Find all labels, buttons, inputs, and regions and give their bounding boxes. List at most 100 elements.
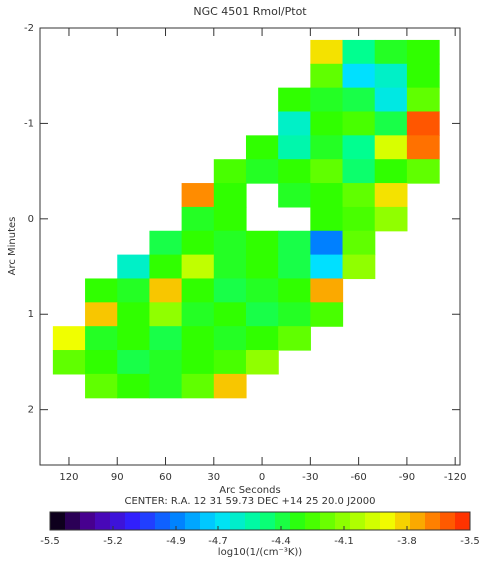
x-tick-label: 90 [111, 472, 124, 483]
heat-cell [181, 206, 215, 232]
heat-cell [310, 135, 344, 160]
colorbar-swatch [95, 512, 111, 530]
heat-cell [181, 373, 215, 399]
colorbar-swatch [395, 512, 411, 530]
heat-cell [342, 63, 376, 89]
heat-cell [85, 302, 118, 327]
heat-cell [406, 111, 440, 136]
x-tick-label: -30 [302, 472, 318, 483]
heat-cell [374, 111, 408, 136]
heat-cell [245, 350, 279, 375]
heat-cell [406, 87, 440, 113]
colorbar-swatch [410, 512, 426, 530]
x-axis-label: Arc Seconds [219, 485, 280, 496]
heat-cell [181, 278, 215, 303]
heat-cell [342, 87, 376, 113]
heat-cell [310, 63, 344, 89]
colorbar-swatch [140, 512, 156, 530]
heat-cell [213, 183, 247, 208]
heat-cell [213, 230, 247, 256]
colorbar-swatch [350, 512, 366, 530]
heat-cell [149, 350, 183, 375]
heat-cell [245, 302, 279, 327]
colorbar-swatch [365, 512, 381, 530]
heat-cell [406, 39, 440, 65]
colorbar-swatch [110, 512, 126, 530]
heat-cell [181, 230, 215, 256]
colorbar-swatch [260, 512, 276, 530]
colorbar-tick-label: -4.4 [271, 536, 291, 547]
heat-cell [245, 159, 279, 184]
heat-cell [181, 183, 215, 208]
colorbar-tick-label: -5.2 [103, 536, 123, 547]
heat-cell [406, 159, 440, 184]
heat-cell [149, 373, 183, 399]
colorbar-swatch [200, 512, 216, 530]
heat-cell [278, 254, 311, 280]
heat-cell [117, 350, 151, 375]
heat-cell [213, 350, 247, 375]
heat-cell [374, 135, 408, 160]
heat-cell [310, 254, 344, 280]
heat-cell [342, 230, 376, 256]
colorbar-swatch [245, 512, 261, 530]
colorbar-swatch [455, 512, 471, 530]
heat-cell [374, 159, 408, 184]
colorbar-swatch [185, 512, 201, 530]
heat-cell [213, 326, 247, 351]
heat-cell [149, 326, 183, 351]
heat-cell [278, 326, 311, 351]
heat-cell [310, 183, 344, 208]
y-axis-label: Arc Minutes [7, 217, 18, 276]
x-tick-label: 60 [159, 472, 172, 483]
heat-cell [52, 350, 86, 375]
heat-cell [245, 254, 279, 280]
heat-cell [342, 39, 376, 65]
chart-title: NGC 4501 Rmol/Ptot [193, 5, 307, 18]
heat-cell [374, 87, 408, 113]
heat-cell [406, 135, 440, 160]
colorbar-swatch [290, 512, 306, 530]
heat-cell [213, 278, 247, 303]
heat-cell [213, 302, 247, 327]
colorbar-tick-label: -4.7 [208, 536, 228, 547]
heat-cell [213, 254, 247, 280]
colorbar-tick-label: -3.5 [460, 536, 480, 547]
heat-cell [245, 326, 279, 351]
heat-cell [278, 230, 311, 256]
heat-cell [342, 135, 376, 160]
colorbar-tick-label: -4.1 [334, 536, 354, 547]
heat-cell [278, 278, 311, 303]
heat-cell [245, 230, 279, 256]
heat-cell [310, 111, 344, 136]
heat-cell [85, 350, 118, 375]
x-tick-label: -60 [350, 472, 366, 483]
colorbar-swatch [305, 512, 321, 530]
colorbar-swatch [230, 512, 246, 530]
heat-cell [181, 350, 215, 375]
y-tick-label: 2 [28, 405, 34, 416]
heat-cell [374, 183, 408, 208]
heat-cell [310, 230, 344, 256]
heat-cell [310, 278, 344, 303]
heat-cell [117, 302, 151, 327]
x-tick-label: -90 [399, 472, 415, 483]
colorbar-swatch [440, 512, 456, 530]
heat-cell [278, 183, 311, 208]
heat-cell [85, 373, 118, 399]
heat-cell [278, 159, 311, 184]
colorbar-tick-label: -5.5 [40, 536, 60, 547]
heat-cell [342, 183, 376, 208]
colorbar-label: log10(1/(cm⁻³K)) [218, 547, 302, 558]
heat-cell [310, 159, 344, 184]
subtitle: CENTER: R.A. 12 31 59.73 DEC +14 25 20.0… [124, 496, 375, 507]
heat-cell [117, 278, 151, 303]
heat-cell [374, 206, 408, 232]
colorbar-swatch [170, 512, 186, 530]
heat-cell [213, 159, 247, 184]
heat-cell [310, 206, 344, 232]
x-tick-label: 30 [207, 472, 220, 483]
heat-cell [406, 63, 440, 89]
heat-cell [278, 87, 311, 113]
